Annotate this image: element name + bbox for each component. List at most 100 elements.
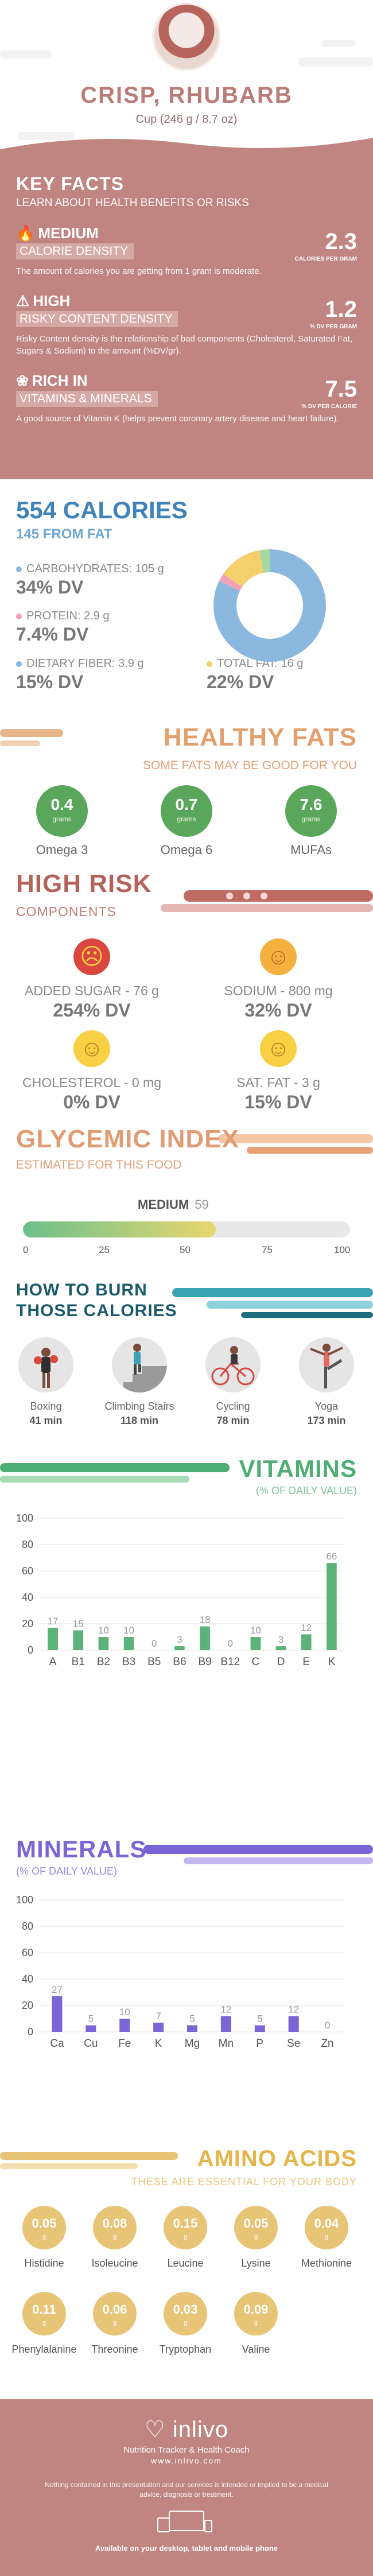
y-tick-label: 60 <box>22 1565 33 1577</box>
bar-B2 <box>98 1637 109 1650</box>
wave-divider <box>0 138 373 155</box>
nutrient-fat: TOTAL FAT: 16 g 22% DV <box>207 657 303 693</box>
activity-yoga: Yoga 173 min <box>286 1337 367 1427</box>
amino-acid-unit: g <box>254 2319 258 2326</box>
decor-cloud <box>17 132 75 140</box>
decor-stripes <box>0 729 63 746</box>
bar-A <box>48 1627 58 1650</box>
bar-value-label: 15 <box>73 1619 84 1630</box>
amino-acid-valine: 0.09 g Valine <box>219 2292 293 2356</box>
boxing-icon <box>18 1337 73 1392</box>
bar-value-label: 27 <box>52 1984 63 1995</box>
activity-name: Boxing <box>30 1400 62 1412</box>
legend-dot <box>207 661 212 667</box>
risk-name: CHOLESTEROL - 0 mg <box>22 1075 161 1090</box>
activity-boxing: Boxing 41 min <box>6 1337 86 1427</box>
activity-name: Cycling <box>216 1400 250 1412</box>
burn-section: HOW TO BURN THOSE CALORIES Boxing 41 min … <box>0 1274 373 1455</box>
amino-acid-threonine: 0.06 g Threonine <box>77 2292 152 2356</box>
y-tick-label: 20 <box>22 2000 33 2011</box>
amino-acid-value: 0.08 <box>102 2216 127 2230</box>
amino-acid-value: 0.04 <box>314 2216 339 2230</box>
risk-pct: 32% DV <box>244 1000 312 1021</box>
amino-acid-label: Histidine <box>24 2257 64 2269</box>
vitamins-title: VITAMINS <box>239 1455 357 1482</box>
amino-acid-value: 0.03 <box>173 2302 198 2317</box>
glycemic-tick: 100 <box>334 1244 351 1255</box>
bar-value-label: 10 <box>98 1625 109 1636</box>
amino-acid-unit: g <box>42 2319 46 2326</box>
high-risk-section: HIGH RISK COMPONENTS ☹ ADDED SUGAR - 76 … <box>0 858 373 1119</box>
glycemic-bar <box>23 1221 350 1237</box>
fact-name: VITAMINS & MINERALS <box>16 391 158 407</box>
healthy-fats-title: HEALTHY FATS <box>163 723 357 751</box>
header: CRISP, RHUBARB Cup (246 g / 8.7 oz) <box>0 0 373 155</box>
food-title: CRISP, RHUBARB <box>80 83 293 108</box>
bar-value-label: 66 <box>326 1551 337 1562</box>
activity-cycling: Cycling 78 min <box>193 1337 273 1427</box>
footer-url[interactable]: www.inlivo.com <box>151 2456 222 2465</box>
x-tick-label: Fe <box>118 2038 131 2050</box>
activity-time: 173 min <box>307 1415 346 1426</box>
footer: ♡ inlivo Nutrition Tracker & Health Coac… <box>0 2399 373 2576</box>
x-tick-label: Cu <box>84 2038 98 2050</box>
y-tick-label: 80 <box>22 1539 33 1550</box>
high-risk-title: HIGH RISK <box>16 870 152 898</box>
fact-unit: CALORIES PER GRAM <box>294 256 357 262</box>
decor-stripes <box>172 1288 373 1318</box>
happy-face-icon: ☺ <box>260 1030 297 1067</box>
calories-section: 554 CALORIES 145 FROM FAT CARBOHYDRATES:… <box>0 479 373 712</box>
fat-value: 0.4 <box>50 796 73 813</box>
fat-unit: grams <box>177 815 196 823</box>
x-tick-label: B9 <box>198 1656 211 1668</box>
y-tick-label: 80 <box>22 1921 33 1932</box>
bar-value-label: 5 <box>189 2014 195 2024</box>
nutrient-dv: 34% DV <box>16 577 84 598</box>
bar-B3 <box>123 1637 134 1650</box>
glycemic-tick: 50 <box>180 1244 191 1255</box>
nutrient-label: CARBOHYDRATES: 105 g <box>26 562 164 575</box>
amino-acid-histidine: 0.05 g Histidine <box>7 2206 81 2269</box>
x-tick-label: Mg <box>185 2038 200 2050</box>
y-tick-label: 0 <box>28 2026 33 2038</box>
glycemic-tick: 0 <box>23 1244 29 1255</box>
amino-acids-title: AMINO ACIDS <box>197 2146 357 2171</box>
bar-value-label: 18 <box>200 1615 211 1625</box>
glycemic-subtitle: ESTIMATED FOR THIS FOOD <box>16 1158 182 1171</box>
y-tick-label: 0 <box>28 1644 33 1656</box>
glycemic-level: MEDIUM 59 <box>138 1197 209 1212</box>
logo-text: inlivo <box>172 2417 229 2442</box>
amino-acid-label: Isoleucine <box>91 2257 138 2269</box>
nutrient-protein: PROTEIN: 2.9 g 7.4% DV <box>16 610 110 645</box>
nutrient-dv: 15% DV <box>16 672 84 692</box>
amino-acid-value: 0.09 <box>243 2302 269 2317</box>
x-tick-label: K <box>328 1656 336 1668</box>
bar-value-label: 5 <box>257 2014 262 2024</box>
amino-acid-badge: 0.09 g <box>234 2292 278 2336</box>
burn-title-line2: THOSE CALORIES <box>16 1301 177 1320</box>
amino-acid-label: Methionine <box>301 2257 352 2269</box>
mufas-badge: 7.6 grams <box>285 785 337 837</box>
glycemic-value: 59 <box>195 1197 209 1212</box>
donut-slice-fiber <box>213 549 326 662</box>
risk-name: SAT. FAT - 3 g <box>236 1075 320 1090</box>
risk-sat-fat: ☺ SAT. FAT - 3 g 15% DV <box>204 1030 353 1113</box>
fat-value: 0.7 <box>175 796 198 813</box>
minerals-subtitle: (% OF DAILY VALUE) <box>16 1865 118 1877</box>
activity-time: 78 min <box>216 1415 250 1426</box>
x-tick-label: B6 <box>173 1656 186 1668</box>
y-tick-label: 100 <box>16 1512 33 1524</box>
glycemic-bar-fill <box>23 1221 216 1237</box>
amino-acid-badge: 0.06 g <box>93 2292 137 2336</box>
amino-acid-label: Valine <box>242 2344 270 2355</box>
legend-dot <box>16 613 22 619</box>
amino-acids-subtitle: THESE ARE ESSENTIAL FOR YOUR BODY <box>131 2176 357 2187</box>
bar-K <box>153 2022 164 2032</box>
amino-acid-value: 0.05 <box>243 2216 269 2230</box>
amino-acid-badge: 0.03 g <box>164 2292 207 2336</box>
smile-face-icon: ☺ <box>260 938 297 975</box>
amino-acid-isoleucine: 0.08 g Isoleucine <box>77 2206 152 2269</box>
yoga-icon <box>299 1337 354 1392</box>
x-tick-label: B12 <box>220 1656 240 1668</box>
decor-stripes <box>143 1845 373 1864</box>
